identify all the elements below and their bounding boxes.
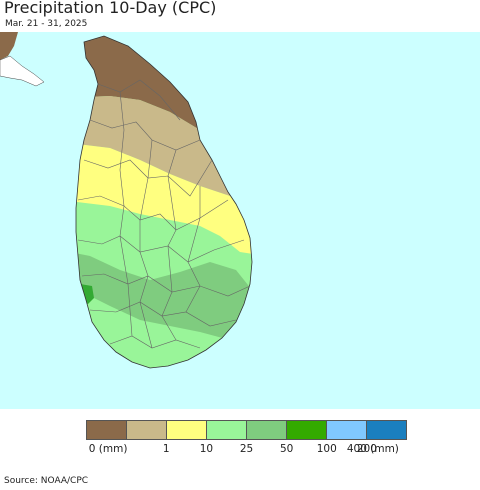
page-title: Precipitation 10-Day (CPC) [4,0,217,17]
legend-label: 0 (mm) [88,443,128,455]
legend-swatch [247,421,287,439]
district-boundaries [77,79,251,349]
date-range: Mar. 21 - 31, 2025 [5,19,88,29]
mainland-corner [0,32,18,60]
legend-label: 50 [279,443,294,455]
legend-swatch [167,421,207,439]
legend-swatch [207,421,247,439]
legend-swatch [287,421,327,439]
precipitation-map [0,32,480,409]
legend-label: 200 [356,443,377,455]
legend-swatch [87,421,127,439]
map-svg [0,32,253,369]
legend-label: 10 [199,443,214,455]
island-outline [75,35,253,369]
legend-swatch [127,421,167,439]
legend-swatch [367,421,406,439]
source-credit: Source: NOAA/CPC [4,476,89,486]
legend-labels: 0 (mm) 1 10 25 50 100 200 400 (mm) [0,443,480,459]
precipitation-bands [76,36,252,368]
legend-label: 100 [316,443,337,455]
legend-swatch [327,421,367,439]
mainland-coast [0,55,45,87]
legend-colorbar [86,420,407,440]
legend-label: 25 [239,443,254,455]
legend-label: 1 [162,443,170,455]
legend-label: 400 (mm) [346,443,399,455]
